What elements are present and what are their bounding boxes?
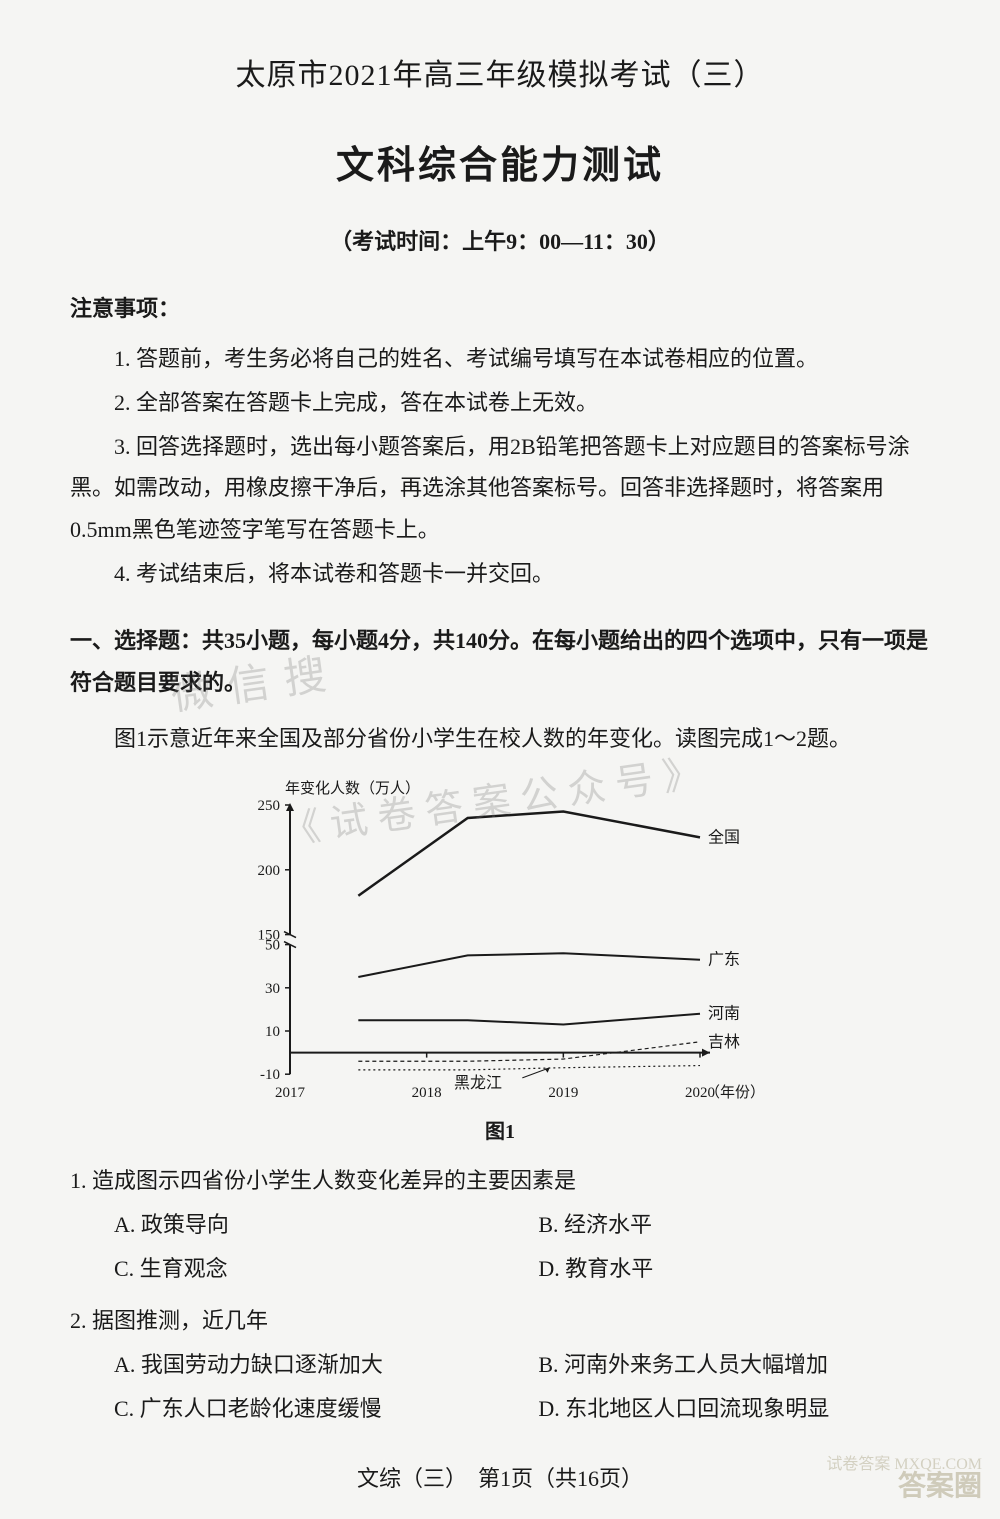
- q2-opt-c: C. 广东人口老龄化速度缓慢: [114, 1387, 538, 1431]
- notice-item-3: 3. 回答选择题时，选出每小题答案后，用2B铅笔把答题卡上对应题目的答案标号涂黑…: [70, 426, 930, 551]
- q2-opt-a: A. 我国劳动力缺口逐渐加大: [114, 1343, 538, 1387]
- q2-opt-b: B. 河南外来务工人员大幅增加: [538, 1343, 930, 1387]
- question-1-row1: A. 政策导向 B. 经济水平: [70, 1203, 930, 1247]
- figure-1-caption: 图1: [220, 1115, 780, 1144]
- q1-opt-b: B. 经济水平: [538, 1203, 930, 1247]
- svg-text:（年份）: （年份）: [705, 1084, 765, 1101]
- notice-item-4: 4. 考试结束后，将本试卷和答题卡一并交回。: [70, 553, 930, 595]
- svg-text:广东: 广东: [708, 951, 740, 969]
- main-title: 太原市2021年高三年级模拟考试（三）: [70, 50, 930, 94]
- svg-text:2019: 2019: [548, 1085, 578, 1101]
- q1-opt-a: A. 政策导向: [114, 1203, 538, 1247]
- svg-text:250: 250: [258, 798, 281, 814]
- svg-text:200: 200: [258, 863, 281, 879]
- question-2-stem: 2. 据图推测，近几年: [70, 1299, 930, 1343]
- chart-svg: 年变化人数（万人）-101030501502002502017201820192…: [220, 775, 780, 1105]
- notice-item-1: 1. 答题前，考生务必将自己的姓名、考试编号填写在本试卷相应的位置。: [70, 338, 930, 380]
- corner-watermark: 答案圈: [898, 1464, 982, 1504]
- exam-time: （考试时间：上午9：00—11：30）: [70, 224, 930, 256]
- svg-text:吉林: 吉林: [708, 1033, 740, 1051]
- svg-text:全国: 全国: [708, 829, 740, 847]
- svg-text:30: 30: [265, 981, 280, 997]
- q1-opt-c: C. 生育观念: [114, 1247, 538, 1291]
- question-1-stem: 1. 造成图示四省份小学生人数变化差异的主要因素是: [70, 1159, 930, 1203]
- notice-title: 注意事项：: [70, 291, 930, 323]
- svg-text:2018: 2018: [412, 1085, 442, 1101]
- svg-text:2017: 2017: [275, 1085, 306, 1101]
- question-2-row1: A. 我国劳动力缺口逐渐加大 B. 河南外来务工人员大幅增加: [70, 1343, 930, 1387]
- svg-text:黑龙江: 黑龙江: [454, 1074, 502, 1092]
- question-1-row2: C. 生育观念 D. 教育水平: [70, 1247, 930, 1291]
- svg-text:-10: -10: [260, 1067, 280, 1083]
- page-footer: 文综（三） 第1页（共16页）: [70, 1461, 930, 1493]
- section-1-title: 一、选择题：共35小题，每小题4分，共140分。在每小题给出的四个选项中，只有一…: [70, 620, 930, 704]
- svg-text:年变化人数（万人）: 年变化人数（万人）: [285, 780, 420, 797]
- figure-1-intro: 图1示意近年来全国及部分省份小学生在校人数的年变化。读图完成1～2题。: [70, 718, 930, 760]
- svg-text:河南: 河南: [708, 1005, 740, 1023]
- svg-text:150: 150: [258, 928, 281, 944]
- q1-opt-d: D. 教育水平: [538, 1247, 930, 1291]
- svg-text:10: 10: [265, 1024, 280, 1040]
- sub-title: 文科综合能力测试: [70, 134, 930, 189]
- notice-item-2: 2. 全部答案在答题卡上完成，答在本试卷上无效。: [70, 382, 930, 424]
- q2-opt-d: D. 东北地区人口回流现象明显: [538, 1387, 930, 1431]
- figure-1-chart: 年变化人数（万人）-101030501502002502017201820192…: [220, 775, 780, 1144]
- question-2-row2: C. 广东人口老龄化速度缓慢 D. 东北地区人口回流现象明显: [70, 1387, 930, 1431]
